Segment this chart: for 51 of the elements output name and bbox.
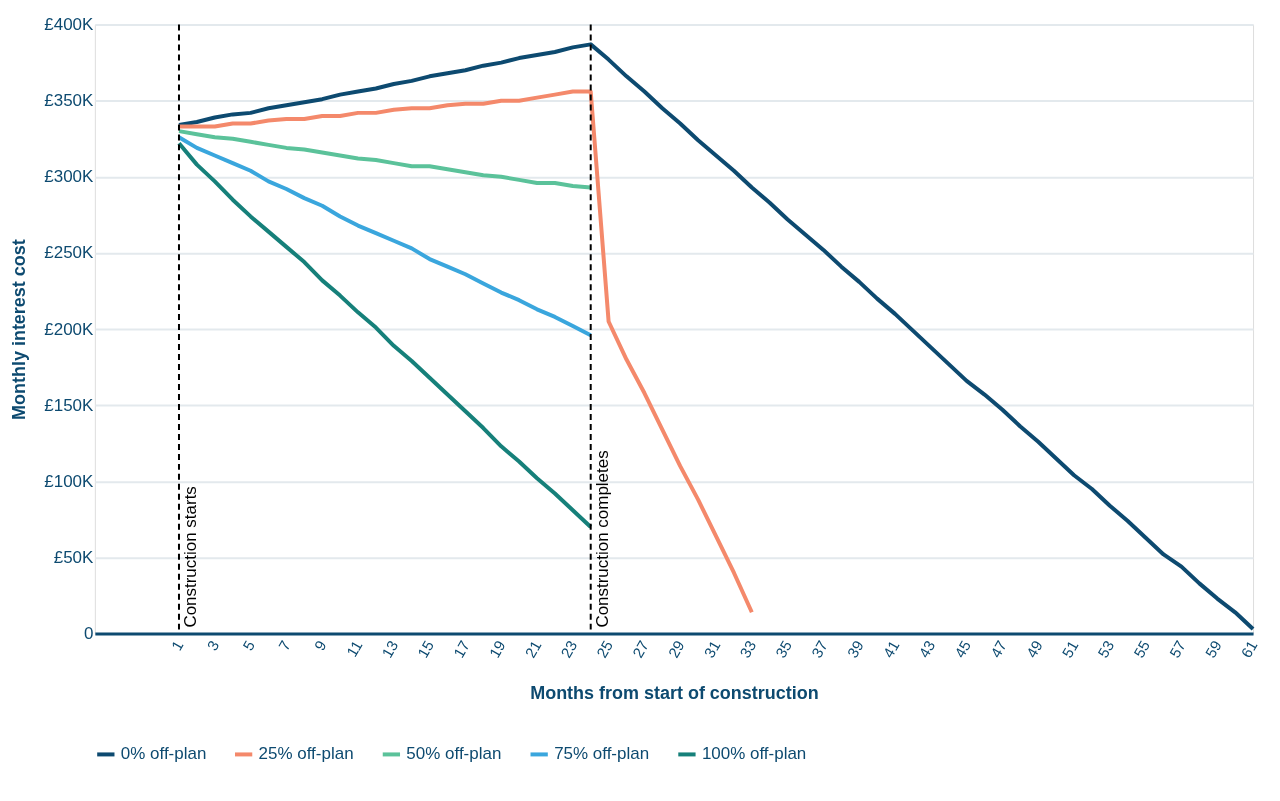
x-tick-label: 51 [1058,637,1082,661]
x-tick-label: 53 [1094,637,1118,661]
legend-label: 100% off-plan [701,744,807,764]
x-tick-label: 13 [378,637,402,661]
line-series [176,129,593,190]
x-tick-label: 57 [1165,637,1189,661]
x-tick-label: 21 [521,637,545,661]
y-tick-label: £150K [44,395,95,415]
x-tick-label: 7 [274,637,294,654]
y-axis-title: Monthly interest cost [9,239,30,420]
x-tick-label: 27 [628,637,652,661]
x-tick-label: 5 [239,637,259,654]
ref-line-label: Construction starts [180,486,200,628]
x-tick-label: 17 [449,637,473,661]
x-tick-label: 23 [557,637,581,661]
y-tick-label: £250K [44,243,95,263]
legend-label: 0% off-plan [120,744,207,764]
line-series [176,141,593,530]
x-tick-label: 37 [807,637,831,661]
y-tick-label: £200K [44,319,95,339]
ref-line-label: Construction completes [592,450,612,628]
y-tick-label: £350K [44,91,95,111]
x-tick-label: 3 [203,637,223,654]
x-tick-label: 9 [310,637,330,654]
x-tick-label: 41 [879,637,903,661]
x-tick-label: 55 [1130,637,1154,661]
y-tick-label: £50K [53,547,95,567]
x-tick-label: 39 [843,637,867,661]
x-tick-label: 61 [1237,637,1261,661]
legend-label: 25% off-plan [258,744,354,764]
x-tick-label: 19 [485,637,509,661]
y-tick-label: 0 [83,624,94,644]
x-tick-label: 1 [167,637,187,654]
x-tick-label: 33 [736,637,760,661]
y-tick-label: £400K [44,15,95,35]
x-tick-label: 43 [915,637,939,661]
x-tick-label: 45 [951,637,975,661]
x-axis-title: Months from start of construction [530,683,819,704]
x-tick-label: 49 [1022,637,1046,661]
y-tick-label: £300K [44,167,95,187]
x-tick-label: 15 [413,637,438,661]
x-tick-label: 35 [771,637,796,661]
legend-label: 75% off-plan [554,744,650,764]
x-tick-label: 47 [986,637,1010,661]
x-tick-label: 25 [592,637,617,661]
y-tick-label: £100K [44,471,95,491]
x-tick-label: 29 [664,637,688,661]
x-tick-label: 31 [700,637,724,661]
x-tick-label: 11 [342,637,366,660]
x-tick-label: 59 [1201,637,1225,661]
legend-label: 50% off-plan [406,744,502,764]
